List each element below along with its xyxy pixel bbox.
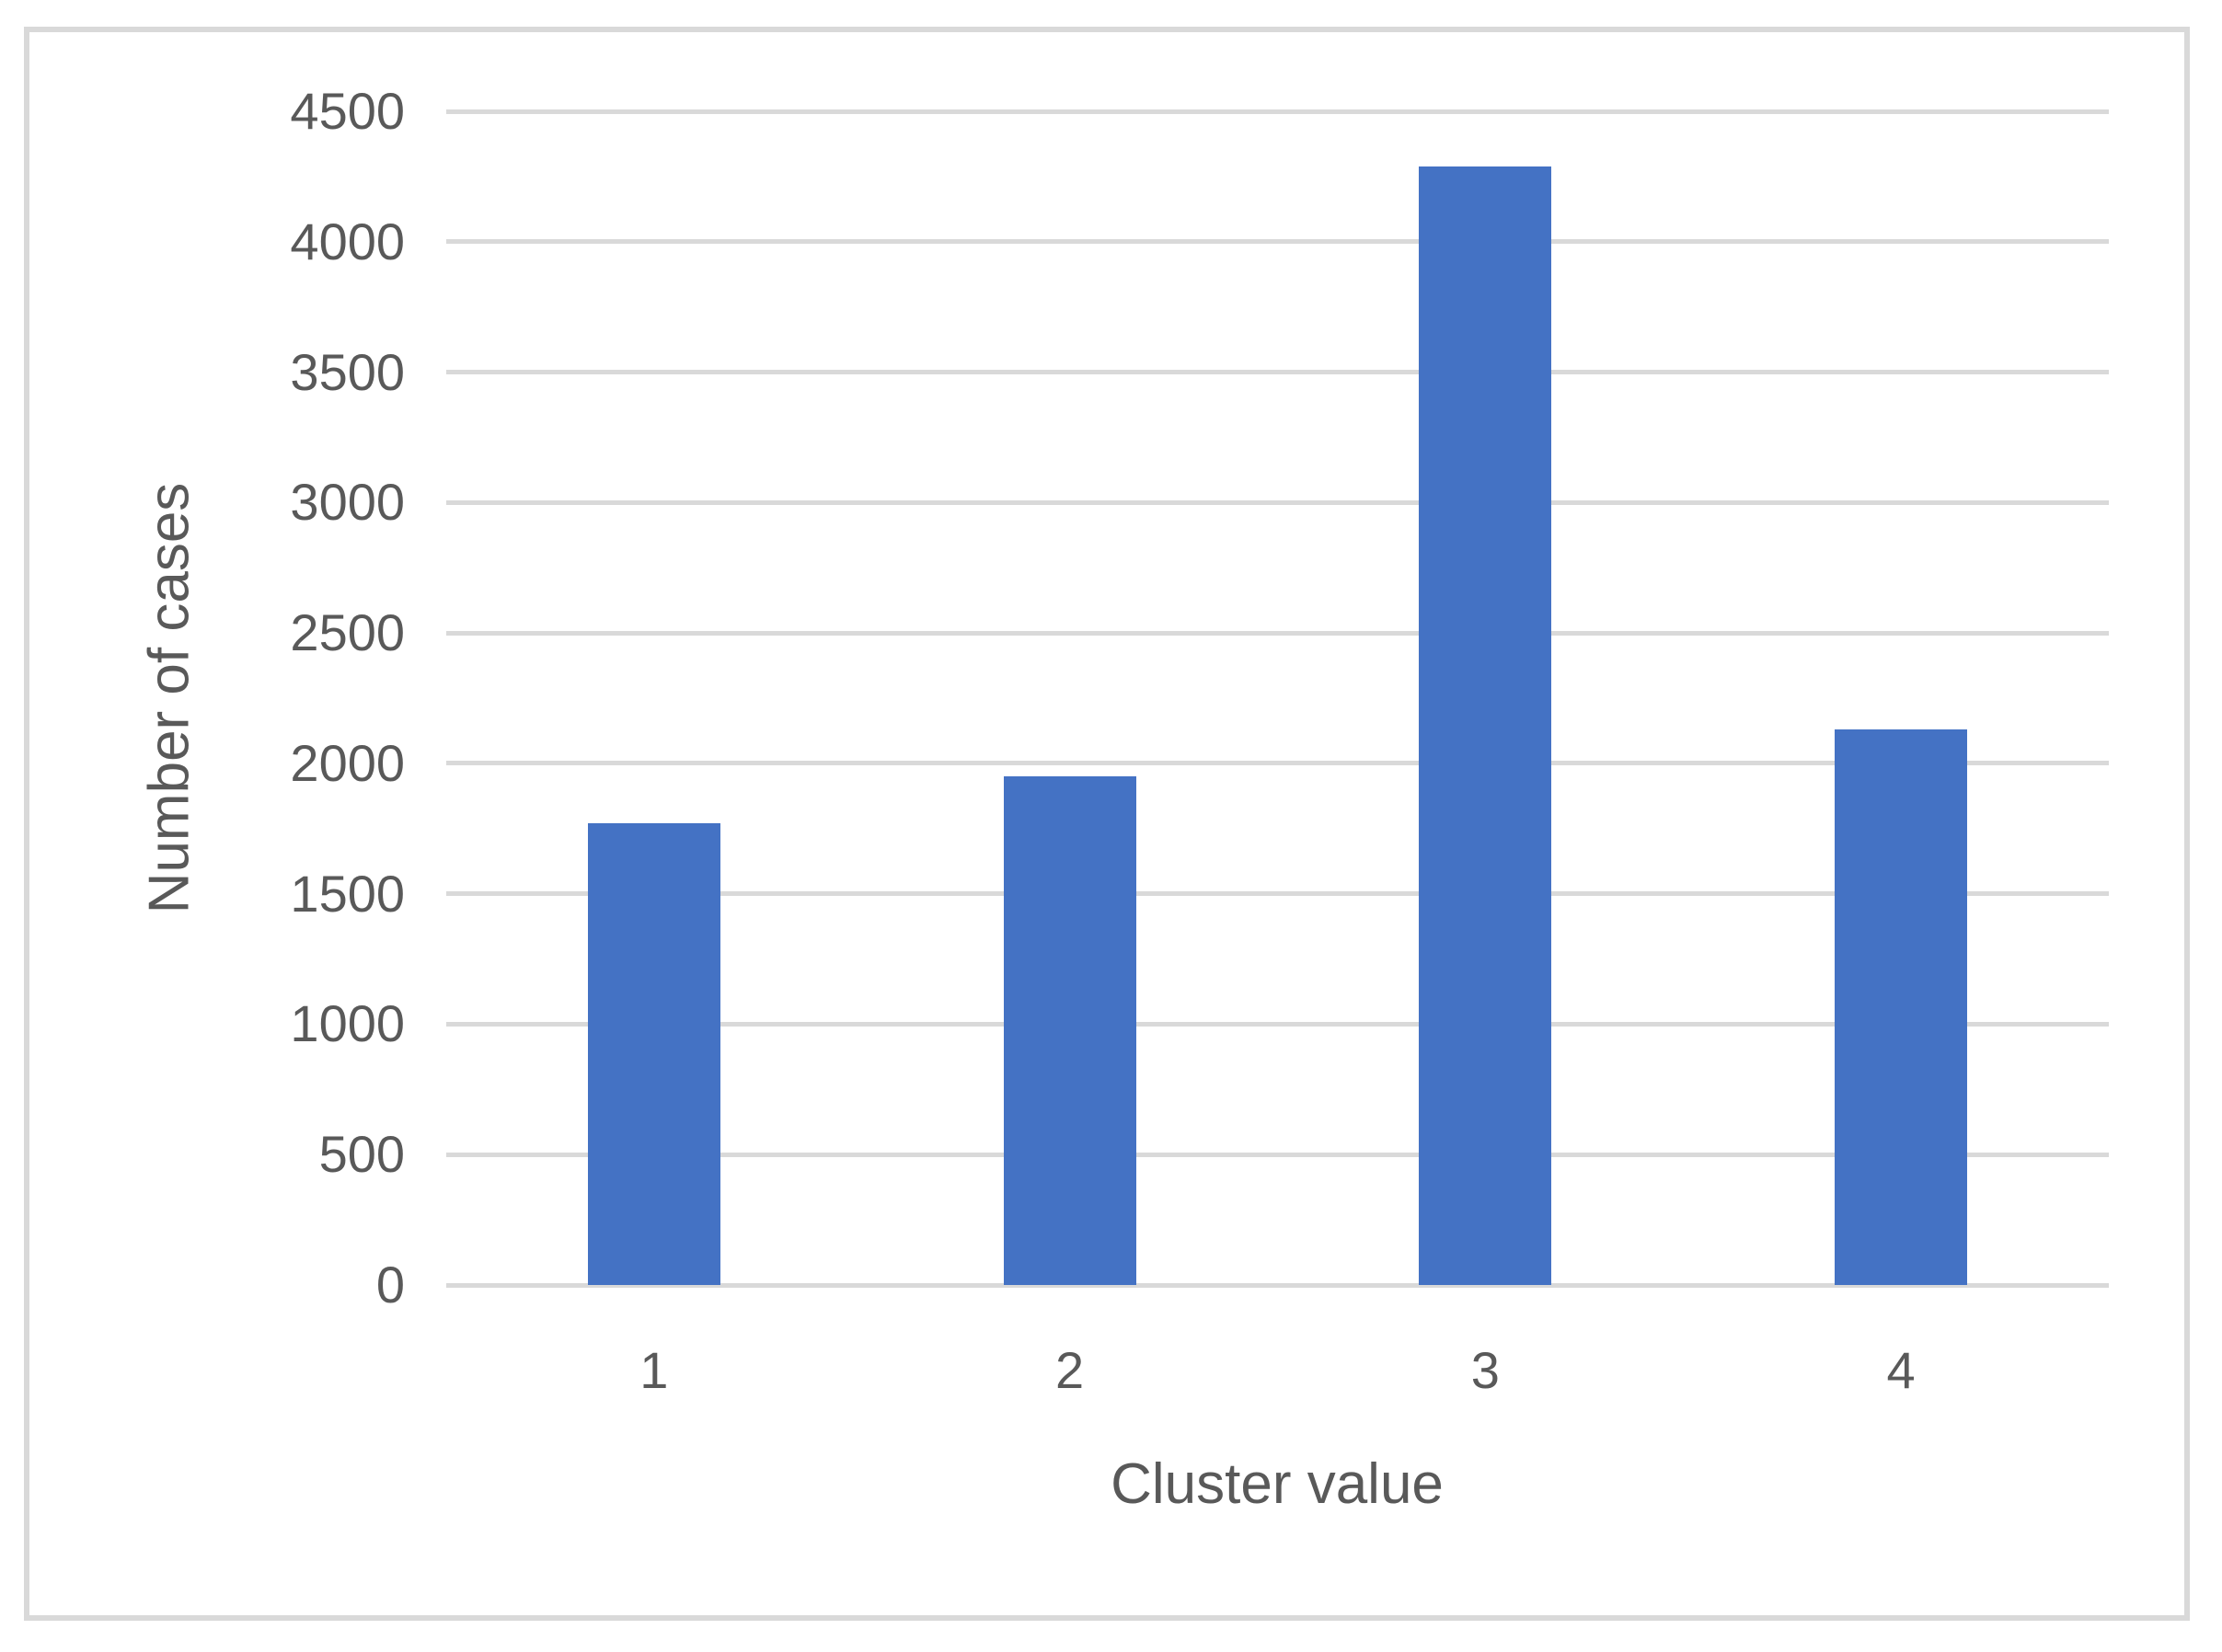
y-tick-label: 2500 [290, 603, 405, 662]
y-tick-label: 500 [318, 1125, 405, 1184]
gridline [446, 1152, 2109, 1157]
gridline [446, 761, 2109, 766]
y-tick-label: 3500 [290, 342, 405, 401]
gridline [446, 630, 2109, 636]
x-tick-label: 1 [639, 1341, 669, 1399]
y-tick-label: 0 [375, 1256, 405, 1314]
gridline [446, 499, 2109, 505]
gridline [446, 239, 2109, 245]
bar-cluster-2 [1003, 776, 1136, 1285]
y-tick-label: 2000 [290, 733, 405, 792]
bar-cluster-4 [1835, 729, 1968, 1285]
gridline [446, 370, 2109, 375]
bar-cluster-1 [587, 823, 720, 1285]
y-tick-label: 1500 [290, 864, 405, 923]
y-tick-label: 3000 [290, 473, 405, 532]
gridline [446, 891, 2109, 897]
y-tick-label: 1000 [290, 994, 405, 1053]
x-tick-label: 2 [1055, 1341, 1085, 1399]
y-tick-label: 4000 [290, 212, 405, 270]
x-tick-label: 4 [1886, 1341, 1916, 1399]
x-axis-title: Cluster value [1111, 1452, 1444, 1516]
gridline [446, 109, 2109, 114]
x-tick-label: 3 [1470, 1341, 1500, 1399]
x-axis-line [446, 1282, 2109, 1288]
gridline [446, 1021, 2109, 1027]
bar-cluster-3 [1419, 166, 1552, 1285]
y-tick-label: 4500 [290, 82, 405, 140]
y-axis-title: Number of cases [137, 482, 201, 914]
